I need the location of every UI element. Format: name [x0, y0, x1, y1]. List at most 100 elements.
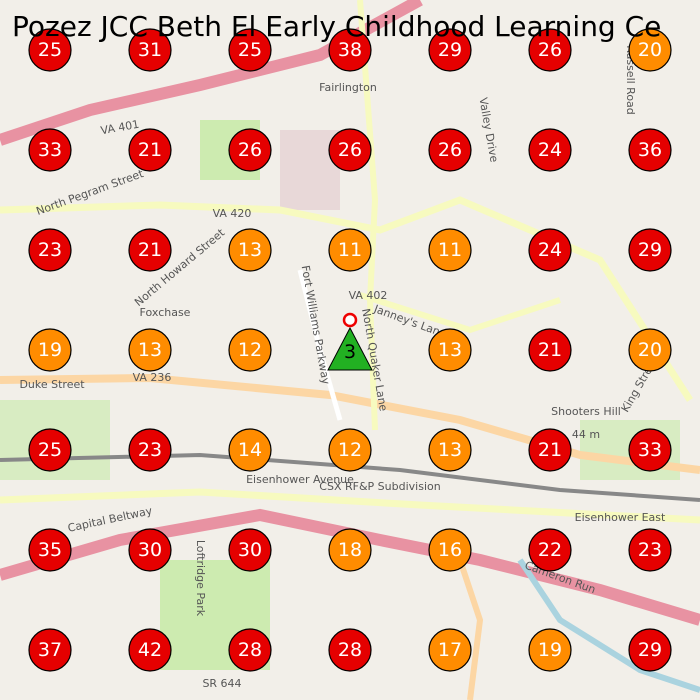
marker-value: 20: [638, 339, 662, 361]
marker-value: 20: [638, 39, 662, 61]
marker-value: 29: [638, 639, 662, 661]
marker-circle: [228, 28, 272, 72]
map-label: Duke Street: [19, 378, 85, 391]
marker-circle: [228, 628, 272, 672]
marker-circle: [628, 628, 672, 672]
marker-value: 35: [38, 539, 62, 561]
marker-circle: [228, 128, 272, 172]
marker-circle: [428, 628, 472, 672]
marker-value: 21: [138, 139, 162, 161]
marker-value: 37: [38, 639, 62, 661]
marker-circle: [228, 328, 272, 372]
marker-circle: [528, 528, 572, 572]
marker-circle: [628, 128, 672, 172]
marker-value: 23: [138, 439, 162, 461]
marker-value: 13: [438, 339, 462, 361]
markers: 25 31 25 38 29 26 20 33 21 26 26 26 24 36 23 21 13 11 11 24…: [28, 28, 672, 672]
map-label: Eisenhower East: [575, 511, 666, 524]
marker-value: 19: [538, 639, 562, 661]
marker-circle: [528, 428, 572, 472]
marker-value: 22: [538, 539, 562, 561]
marker-value: 26: [238, 139, 262, 161]
marker-value: 24: [538, 239, 562, 261]
marker-circle: [528, 628, 572, 672]
marker-value: 12: [238, 339, 262, 361]
marker-value: 19: [38, 339, 62, 361]
marker-triangle: [327, 326, 373, 371]
marker-circle: [28, 28, 72, 72]
marker-value: 42: [138, 639, 162, 661]
marker-value: 23: [638, 539, 662, 561]
marker-circle: [128, 428, 172, 472]
marker-value: 25: [238, 39, 262, 61]
marker-value: 23: [38, 239, 62, 261]
marker-circle: [328, 128, 372, 172]
marker-value: 16: [438, 539, 462, 561]
marker-circle: [428, 528, 472, 572]
marker-value: 30: [238, 539, 262, 561]
map-label: Fairlington: [319, 81, 377, 94]
marker-value: 13: [138, 339, 162, 361]
marker-value: 28: [238, 639, 262, 661]
map-label: VA 420: [213, 207, 252, 220]
marker-value: 21: [538, 439, 562, 461]
marker-value: 30: [138, 539, 162, 561]
marker-value: 26: [338, 139, 362, 161]
map-label: SR 644: [202, 677, 241, 690]
marker-circle: [28, 628, 72, 672]
marker-circle: [128, 528, 172, 572]
marker-circle: [328, 228, 372, 272]
marker-value: 36: [638, 139, 662, 161]
marker-circle: [228, 228, 272, 272]
marker-circle: [628, 28, 672, 72]
marker-circle: [28, 128, 72, 172]
marker-value: 25: [38, 39, 62, 61]
marker-circle: [328, 628, 372, 672]
marker-value: 17: [438, 639, 462, 661]
marker-value: 33: [38, 139, 62, 161]
marker-circle: [528, 28, 572, 72]
marker-circle: [328, 528, 372, 572]
marker-circle: [228, 428, 272, 472]
marker-value: 38: [338, 39, 362, 61]
map-label: VA 402: [349, 289, 388, 302]
map-label: Foxchase: [140, 306, 191, 319]
map-label: Shooters Hill: [551, 405, 621, 418]
marker-value: 11: [338, 239, 362, 261]
marker-circle: [428, 428, 472, 472]
marker-circle: [128, 28, 172, 72]
marker-value: 29: [638, 239, 662, 261]
marker-value: 31: [138, 39, 162, 61]
marker-circle: [28, 228, 72, 272]
marker-value: 3: [344, 341, 356, 363]
marker-circle: [428, 28, 472, 72]
marker-circle: [28, 428, 72, 472]
marker-circle: [528, 228, 572, 272]
marker-circle: [628, 328, 672, 372]
map-label: 44 m: [572, 428, 600, 441]
marker-value: 25: [38, 439, 62, 461]
marker-circle: [328, 428, 372, 472]
marker-circle: [128, 228, 172, 272]
marker-circle: [428, 328, 472, 372]
map-label: VA 236: [133, 371, 172, 384]
map-title: Pozez JCC Beth El Early Childhood Learni…: [12, 10, 661, 43]
marker-value: 18: [338, 539, 362, 561]
map-label: Eisenhower Avenue: [246, 473, 354, 486]
marker-value: 28: [338, 639, 362, 661]
marker-circle: [128, 628, 172, 672]
marker-value: 24: [538, 139, 562, 161]
marker-circle: [228, 528, 272, 572]
marker-value: 26: [438, 139, 462, 161]
marker-value: 14: [238, 439, 262, 461]
marker-circle: [328, 28, 372, 72]
marker-value: 13: [438, 439, 462, 461]
marker-circle: [528, 128, 572, 172]
marker-circle: [28, 328, 72, 372]
marker-value: 29: [438, 39, 462, 61]
marker-circle: [628, 528, 672, 572]
marker-circle: [628, 228, 672, 272]
map-label: Loftridge Park: [194, 540, 207, 617]
marker-value: 33: [638, 439, 662, 461]
